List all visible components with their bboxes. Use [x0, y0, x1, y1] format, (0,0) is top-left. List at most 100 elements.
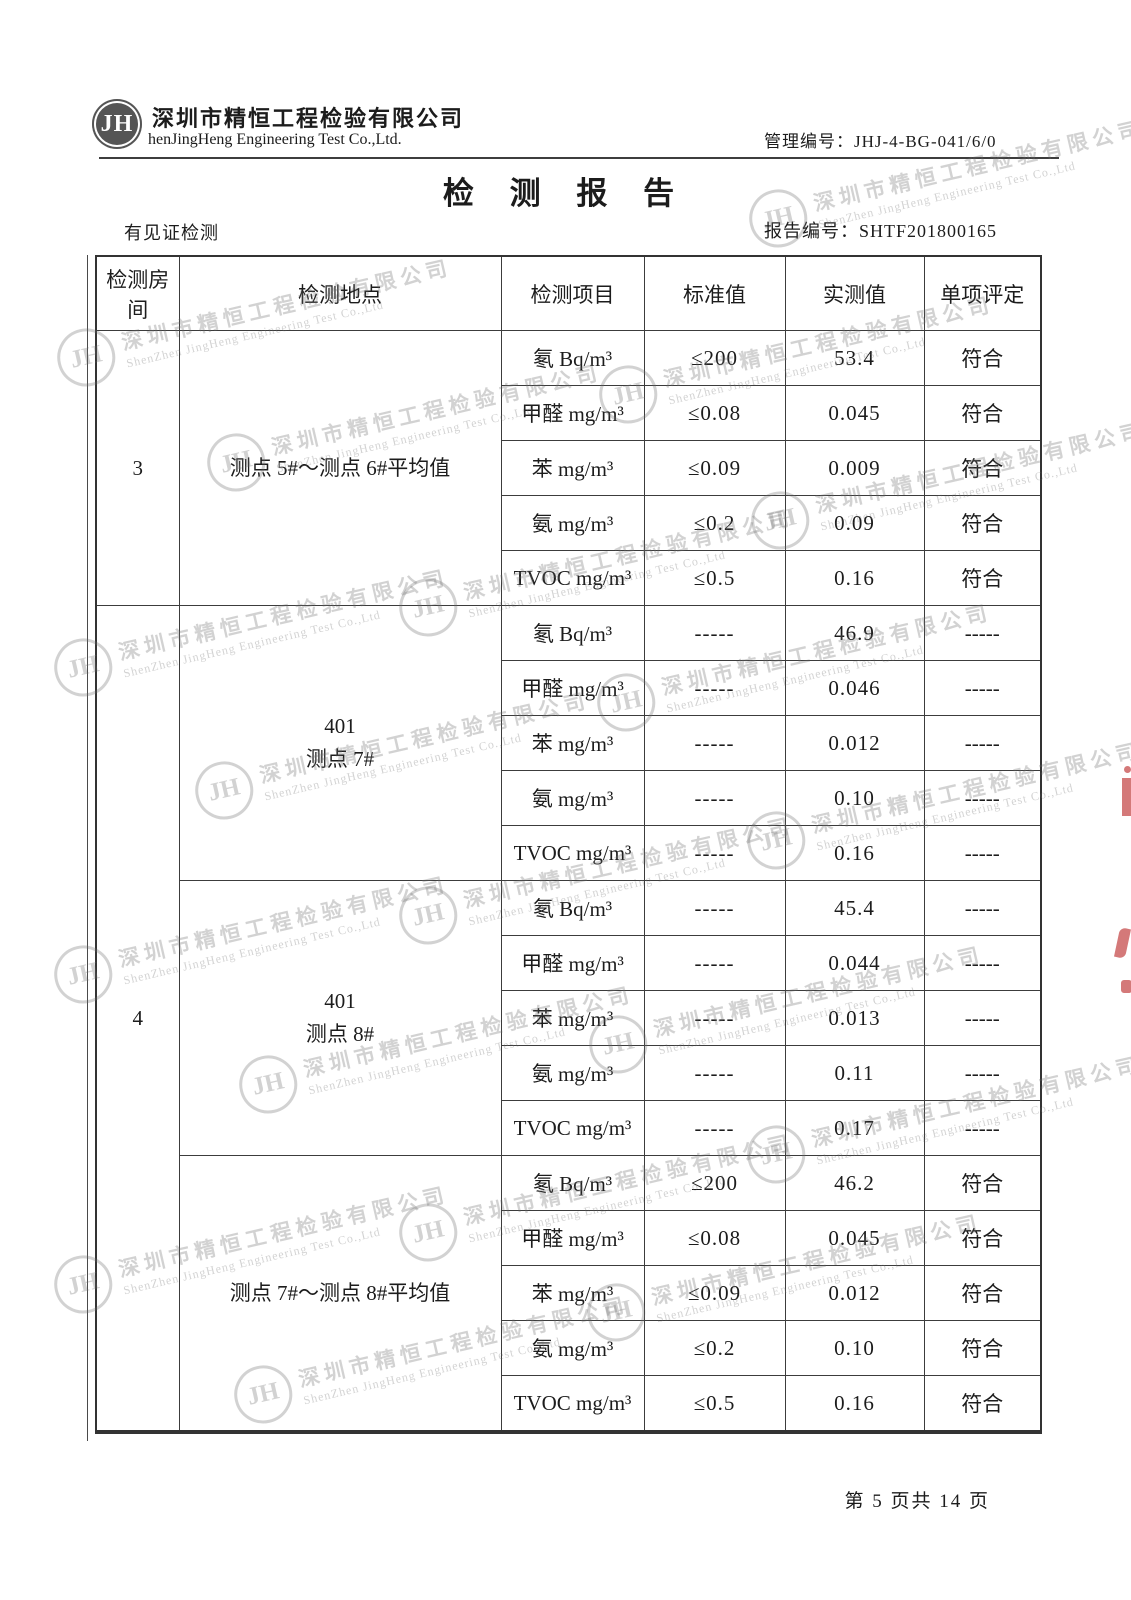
verdict-cell: ----- [923, 770, 1042, 826]
measured-cell: 0.012 [784, 715, 925, 771]
verdict-cell: 符合 [923, 330, 1042, 386]
company-name-cn: 深圳市精恒工程检验有限公司 [152, 106, 465, 131]
verdict-cell: ----- [923, 935, 1042, 991]
verdict-cell: 符合 [923, 1375, 1042, 1433]
item-cell: 苯 mg/m³ [500, 990, 645, 1046]
item-cell: 氨 mg/m³ [500, 770, 645, 826]
table-row: 苯 mg/m³ ≤0.09 0.012 符合 [96, 1265, 1042, 1321]
location-cell: 401 测点 7# [178, 605, 502, 881]
item-cell: TVOC mg/m³ [500, 1100, 645, 1156]
table-row: 氨 mg/m³ ----- 0.10 ----- [96, 770, 1042, 826]
standard-cell: ≤0.08 [643, 1210, 786, 1266]
verdict-cell: ----- [923, 990, 1042, 1046]
table-row: 4 401 测点 7# 氡 Bq/m³ ----- 46.9 ----- [95, 605, 1042, 1433]
standard-cell: ≤0.09 [643, 1265, 786, 1321]
table-row: 苯 mg/m³ ----- 0.013 ----- [96, 990, 1042, 1046]
verdict-cell: 符合 [923, 1155, 1042, 1211]
verdict-cell: ----- [923, 715, 1042, 771]
item-cell: TVOC mg/m³ [500, 1375, 645, 1433]
item-cell: 氨 mg/m³ [500, 1320, 645, 1376]
red-edge-mark [1114, 927, 1131, 959]
red-edge-mark [1121, 980, 1131, 993]
measured-cell: 53.4 [784, 330, 925, 386]
standard-cell: ----- [643, 715, 786, 771]
measured-cell: 0.045 [784, 1210, 925, 1266]
standard-cell: ----- [643, 770, 786, 826]
page-number: 第 5 页共 14 页 [844, 1491, 990, 1512]
measured-cell: 0.009 [784, 440, 925, 496]
standard-cell: ----- [643, 880, 786, 936]
verdict-cell: 符合 [923, 385, 1042, 441]
header-divider [99, 157, 1059, 159]
location-line: 测点 5#～测点 6#平均值 [229, 455, 451, 480]
verdict-cell: ----- [923, 1045, 1042, 1101]
location-line: 测点 7#～测点 8#平均值 [229, 1280, 451, 1305]
location-cell: 测点 5#～测点 6#平均值 [178, 330, 502, 606]
report-number: 报告编号：SHTF201800165 [764, 217, 997, 243]
header-location: 检测地点 [178, 255, 502, 331]
measured-cell: 0.16 [784, 550, 925, 606]
standard-cell: ≤0.09 [643, 440, 786, 496]
header-item: 检测项目 [500, 255, 645, 331]
report-number-label: 报告编号： [764, 221, 859, 241]
table-row: TVOC mg/m³ ----- 0.17 ----- [96, 1100, 1042, 1156]
item-cell: 甲醛 mg/m³ [500, 1210, 645, 1266]
management-number: 管理编号：JHJ-4-BG-041/6/0 [764, 127, 997, 152]
verdict-cell: 符合 [923, 495, 1042, 551]
company-name-en: henJingHeng Engineering Test Co.,Ltd. [148, 131, 402, 148]
measured-cell: 0.045 [784, 385, 925, 441]
table-row: TVOC mg/m³ ≤0.5 0.16 符合 [96, 550, 1042, 606]
item-cell: 氨 mg/m³ [500, 495, 645, 551]
room-cell: 3 [95, 330, 180, 606]
location-cell: 401 测点 8# [178, 880, 502, 1156]
measured-cell: 0.11 [784, 1045, 925, 1101]
standard-cell: ≤0.2 [643, 1320, 786, 1376]
report-number-value: SHTF201800165 [859, 221, 998, 241]
verdict-cell: 符合 [923, 550, 1042, 606]
location-cell: 测点 7#～测点 8#平均值 [178, 1155, 502, 1433]
table-row: 3 测点 5#～测点 6#平均值 氡 Bq/m³ ≤200 53.4 符合 [95, 330, 1042, 606]
logo-jh-text: JH [100, 110, 134, 137]
item-cell: 氡 Bq/m³ [500, 880, 645, 936]
measured-cell: 0.10 [784, 770, 925, 826]
standard-cell: ≤0.2 [643, 495, 786, 551]
table-row: 甲醛 mg/m³ ----- 0.044 ----- [96, 935, 1042, 991]
item-cell: 氡 Bq/m³ [500, 605, 645, 661]
item-cell: 甲醛 mg/m³ [500, 385, 645, 441]
standard-cell: ----- [643, 935, 786, 991]
table-row: 测点 7#～测点 8#平均值 氡 Bq/m³ ≤200 46.2 符合 [96, 1155, 1042, 1433]
item-cell: 甲醛 mg/m³ [500, 660, 645, 716]
item-cell: 苯 mg/m³ [500, 715, 645, 771]
standard-cell: ≤200 [643, 330, 786, 386]
management-number-label: 管理编号： [764, 132, 854, 151]
standard-cell: ----- [643, 660, 786, 716]
standard-cell: ≤0.08 [643, 385, 786, 441]
table-header-row: 检测房间 检测地点 检测项目 标准值 实测值 单项评定 [95, 255, 1042, 331]
standard-cell: ≤200 [643, 1155, 786, 1211]
header-standard: 标准值 [643, 255, 786, 331]
item-cell: 氡 Bq/m³ [500, 330, 645, 386]
table-row: 401 测点 8# 氡 Bq/m³ ----- 45.4 ----- [96, 880, 1042, 1156]
item-cell: 氡 Bq/m³ [500, 1155, 645, 1211]
header-verdict: 单项评定 [923, 255, 1042, 331]
table-row: 苯 mg/m³ ≤0.09 0.009 符合 [96, 440, 1042, 496]
verdict-cell: 符合 [923, 440, 1042, 496]
verdict-cell: 符合 [923, 1320, 1042, 1376]
standard-cell: ----- [643, 605, 786, 661]
location-line: 测点 8# [305, 1022, 375, 1046]
red-edge-mark [1124, 766, 1131, 773]
measured-cell: 0.17 [784, 1100, 925, 1156]
standard-cell: ----- [643, 1100, 786, 1156]
item-cell: 苯 mg/m³ [500, 1265, 645, 1321]
table-row: 氨 mg/m³ ≤0.2 0.10 符合 [96, 1320, 1042, 1376]
verdict-cell: ----- [923, 1100, 1042, 1156]
header-measured: 实测值 [784, 255, 925, 331]
table-row: 苯 mg/m³ ----- 0.012 ----- [96, 715, 1042, 771]
table-outer-left-line [87, 255, 88, 1441]
measured-cell: 0.013 [784, 990, 925, 1046]
table-row: 氨 mg/m³ ≤0.2 0.09 符合 [96, 495, 1042, 551]
standard-cell: ----- [643, 990, 786, 1046]
company-logo: JH [92, 99, 142, 149]
measured-cell: 0.10 [784, 1320, 925, 1376]
measured-cell: 46.2 [784, 1155, 925, 1211]
